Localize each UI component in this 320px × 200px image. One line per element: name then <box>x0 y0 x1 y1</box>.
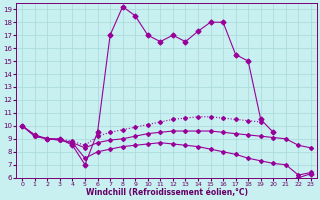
X-axis label: Windchill (Refroidissement éolien,°C): Windchill (Refroidissement éolien,°C) <box>85 188 248 197</box>
